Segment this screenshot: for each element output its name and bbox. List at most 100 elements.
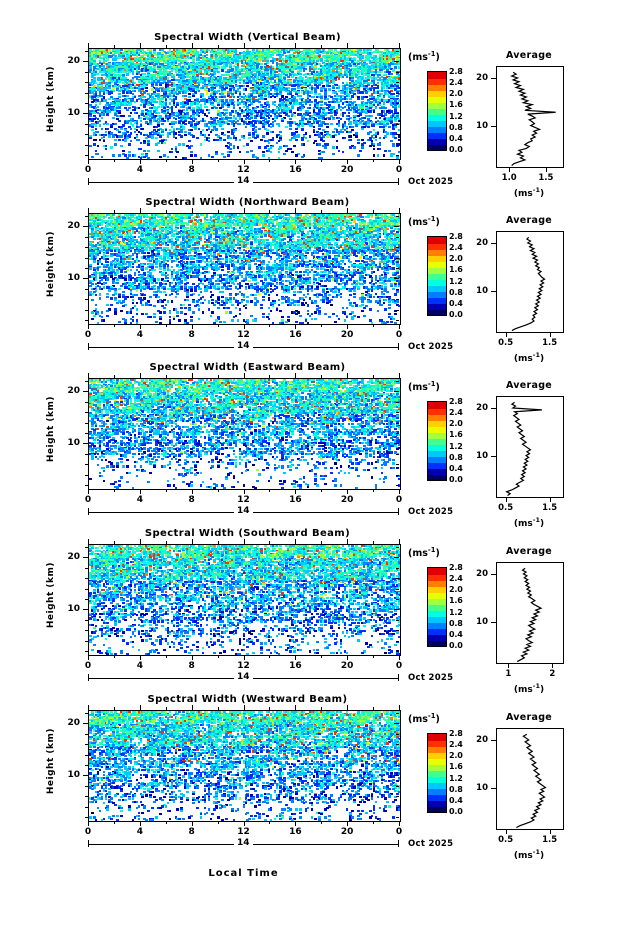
x-minor-tick [321, 210, 322, 213]
y-minor-tick [85, 807, 88, 808]
x-axis-title: Local Time [88, 868, 399, 879]
x-tick [399, 373, 400, 378]
colorbar-tick-label: 1.2 [449, 442, 463, 451]
x-tick-label: 0 [388, 661, 410, 671]
y-tick [394, 278, 399, 279]
x-minor-tick [114, 821, 115, 824]
average-unit-label: (ms-1) [496, 848, 562, 861]
y-minor-tick [85, 817, 88, 818]
x-tick [88, 324, 89, 329]
colorbar-tick-label: 2.0 [449, 751, 463, 760]
date-span-cap [88, 343, 89, 350]
colorbar [427, 401, 447, 481]
average-panel-title: Average [496, 50, 562, 61]
average-profile-plot [496, 66, 564, 168]
average-y-tick-label: 10 [472, 617, 488, 627]
x-tick [88, 373, 89, 378]
y-minor-tick [396, 765, 399, 766]
average-profile-plot [496, 396, 564, 498]
y-minor-tick [85, 755, 88, 756]
x-tick [295, 324, 296, 329]
x-minor-tick [321, 489, 322, 492]
colorbar-tick-label: 0.4 [449, 796, 463, 805]
x-tick-label: 12 [233, 165, 255, 175]
colorbar-segment [428, 402, 446, 409]
x-tick-label: 16 [284, 330, 306, 340]
x-tick [192, 489, 193, 494]
x-tick [295, 539, 296, 544]
y-tick-label: 20 [58, 221, 80, 231]
average-y-tick [491, 456, 496, 457]
y-minor-tick [85, 51, 88, 52]
y-minor-tick [396, 289, 399, 290]
x-tick [140, 539, 141, 544]
y-minor-tick [85, 134, 88, 135]
y-axis-title: Height (km) [46, 396, 60, 462]
x-tick [244, 43, 245, 48]
colorbar [427, 71, 447, 151]
colorbar-segment [428, 297, 446, 304]
date-label: Oct 2025 [408, 839, 453, 849]
date-span-cap [398, 840, 399, 847]
colorbar-segment [428, 279, 446, 286]
colorbar-segment [428, 574, 446, 581]
beam-panel: Spectral Width (Northward Beam) Height (k… [0, 193, 622, 358]
y-tick [83, 443, 88, 444]
spectral-width-field [89, 49, 400, 159]
y-tick [83, 775, 88, 776]
y-minor-tick [396, 320, 399, 321]
y-minor-tick [396, 651, 399, 652]
x-tick [295, 655, 296, 660]
date-span-cap [398, 508, 399, 515]
y-tick-label: 20 [58, 718, 80, 728]
x-tick [192, 655, 193, 660]
x-minor-tick [373, 489, 374, 492]
colorbar-segment [428, 746, 446, 753]
average-x-tick [550, 829, 551, 834]
x-tick [244, 489, 245, 494]
colorbar-tick-label: 2.8 [449, 729, 463, 738]
spectral-width-field [89, 545, 400, 655]
x-tick [140, 208, 141, 213]
time-height-plot [88, 544, 401, 656]
average-x-tick-label: 1.5 [537, 835, 563, 845]
x-minor-tick [218, 489, 219, 492]
y-tick [83, 113, 88, 114]
spectral-width-field [89, 711, 400, 821]
x-tick-label: 0 [77, 661, 99, 671]
y-minor-tick [396, 381, 399, 382]
date-span-cap [398, 674, 399, 681]
x-tick [347, 489, 348, 494]
y-minor-tick [85, 786, 88, 787]
y-minor-tick [396, 786, 399, 787]
x-minor-tick [218, 45, 219, 48]
colorbar-segment [428, 800, 446, 807]
x-tick-label: 4 [129, 827, 151, 837]
colorbar-segment [428, 740, 446, 747]
average-y-tick [491, 408, 496, 409]
colorbar-tick-label: 0.4 [449, 299, 463, 308]
x-tick [347, 43, 348, 48]
average-x-tick [506, 829, 507, 834]
x-minor-tick [166, 324, 167, 327]
x-tick [295, 821, 296, 826]
y-minor-tick [396, 93, 399, 94]
colorbar-segment [428, 303, 446, 310]
x-minor-tick [321, 324, 322, 327]
y-minor-tick [85, 589, 88, 590]
x-minor-tick [269, 210, 270, 213]
colorbar-tick-label: 1.2 [449, 112, 463, 121]
x-tick [140, 43, 141, 48]
panel-title: Spectral Width (Vertical Beam) [75, 32, 420, 43]
colorbar-tick-label: 1.6 [449, 762, 463, 771]
average-x-tick [550, 497, 551, 502]
x-tick [244, 159, 245, 164]
date-span-label: 14 [234, 176, 253, 186]
y-tick-label: 20 [58, 552, 80, 562]
y-minor-tick [396, 547, 399, 548]
x-minor-tick [373, 821, 374, 824]
colorbar-segment [428, 72, 446, 79]
y-minor-tick [85, 641, 88, 642]
y-minor-tick [85, 651, 88, 652]
x-tick [88, 539, 89, 544]
